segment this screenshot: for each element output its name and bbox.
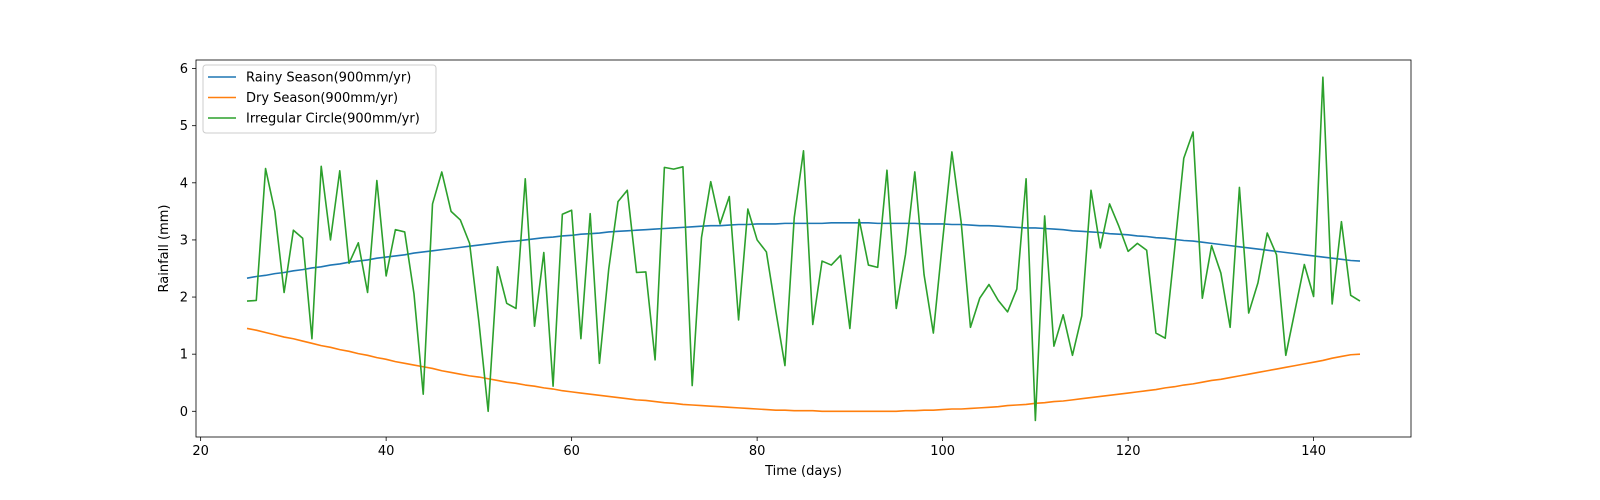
plot-lines bbox=[246, 76, 1361, 422]
x-tick-label: 40 bbox=[378, 444, 395, 459]
y-tick-label: 5 bbox=[180, 119, 188, 134]
y-tick-label: 4 bbox=[180, 176, 188, 191]
series-line-1 bbox=[246, 222, 1361, 279]
x-tick-label: 60 bbox=[563, 444, 580, 459]
legend: Rainy Season(900mm/yr) Dry Season(900mm/y… bbox=[202, 64, 437, 134]
x-tick-label: 120 bbox=[1116, 444, 1141, 459]
legend-entry-label: Irregular Circle(900mm/yr) bbox=[246, 112, 420, 127]
plot-frame bbox=[195, 59, 1412, 438]
y-tick-label: 6 bbox=[180, 62, 188, 77]
y-axis-label: Rainfall (mm) bbox=[157, 205, 172, 293]
series-line-3 bbox=[246, 76, 1361, 422]
x-tick-label: 80 bbox=[749, 444, 766, 459]
x-axis-ticks: 20 40 60 80 100 120 140 bbox=[192, 437, 1326, 459]
x-axis-label: Time (days) bbox=[764, 464, 842, 479]
x-tick-label: 20 bbox=[192, 444, 209, 459]
series-line-2 bbox=[246, 327, 1361, 413]
y-tick-label: 2 bbox=[180, 291, 188, 306]
y-tick-label: 1 bbox=[180, 348, 188, 363]
x-tick-label: 140 bbox=[1301, 444, 1326, 459]
x-tick-label: 100 bbox=[930, 444, 955, 459]
legend-entry-label: Rainy Season(900mm/yr) bbox=[246, 71, 411, 86]
y-tick-label: 3 bbox=[180, 233, 188, 248]
y-tick-label: 0 bbox=[180, 405, 188, 420]
y-axis-ticks: 0 1 2 3 4 5 6 bbox=[180, 62, 196, 420]
legend-box bbox=[202, 64, 437, 134]
legend-entry-label: Dry Season(900mm/yr) bbox=[246, 91, 398, 106]
